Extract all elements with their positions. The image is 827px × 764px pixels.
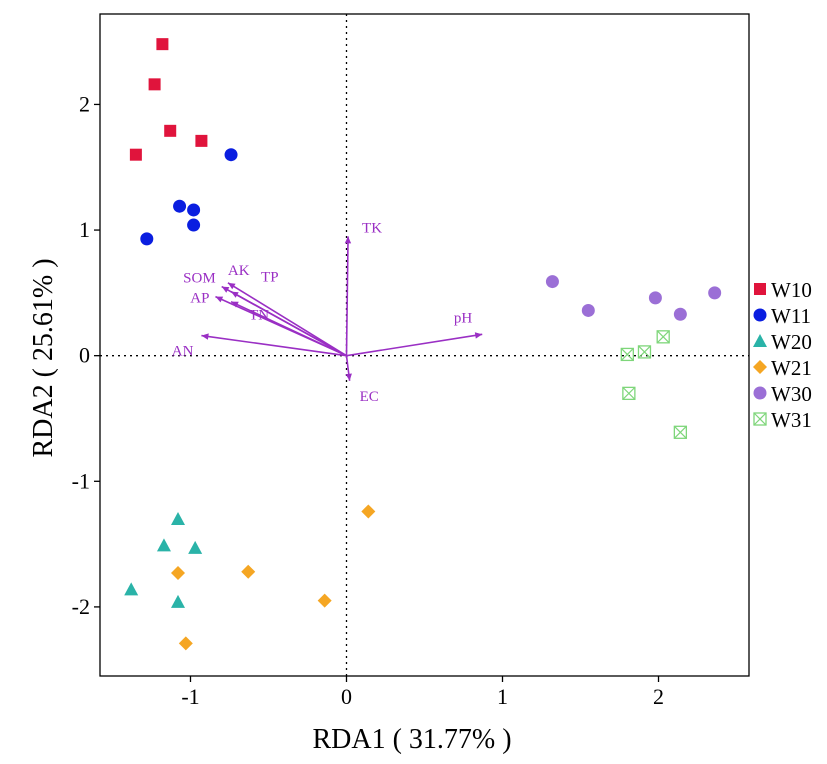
data-point-w20: [171, 511, 186, 525]
arrow-label-ap: AP: [190, 291, 209, 307]
legend-label-w11: W11: [771, 304, 811, 328]
legend-marker-w31: [753, 412, 767, 426]
arrow-label-tp: TP: [261, 270, 279, 286]
data-point-w10: [156, 38, 169, 51]
arrowhead-ap: [215, 296, 224, 303]
arrowhead-ak: [227, 282, 236, 290]
legend-marker-w21: [753, 360, 767, 374]
legend-label-w30: W30: [771, 382, 812, 406]
y-tick-label: 2: [79, 91, 90, 116]
data-point-w31: [656, 330, 670, 344]
data-point-w30: [708, 286, 722, 300]
data-point-w11: [140, 232, 154, 246]
data-point-w31: [622, 386, 636, 401]
data-point-w11: [173, 199, 187, 213]
arrowhead-ph: [474, 332, 483, 339]
data-point-w20: [171, 594, 186, 608]
data-point-w10: [164, 124, 177, 137]
y-axis-title: RDA2 ( 25.61% ): [28, 258, 59, 457]
legend-marker-w30: [753, 386, 767, 400]
arrow-label-tn: TN: [249, 308, 269, 324]
data-point-w10: [129, 148, 142, 161]
data-point-w30: [648, 291, 662, 305]
arrow-label-som: SOM: [183, 271, 216, 287]
data-point-w21: [178, 636, 193, 651]
arrow-tp: [230, 290, 347, 357]
data-point-w31: [620, 347, 634, 362]
legend-marker-w11: [753, 308, 767, 322]
data-point-w21: [317, 593, 332, 608]
data-point-w20: [156, 538, 171, 552]
data-point-w11: [224, 148, 238, 162]
data-point-w30: [545, 275, 559, 289]
x-tick-label: -1: [181, 684, 199, 709]
arrow-label-ak: AK: [228, 263, 250, 279]
x-tick-label: 1: [497, 684, 508, 709]
data-point-w21: [241, 564, 256, 579]
data-point-w31: [637, 345, 652, 359]
arrow-tn: [230, 300, 347, 357]
data-point-w30: [581, 303, 595, 317]
data-point-w11: [187, 203, 201, 217]
plot-frame: [99, 13, 750, 677]
data-point-w20: [188, 540, 203, 554]
x-tick-label: 2: [653, 684, 664, 709]
arrowhead-tn: [231, 301, 239, 308]
x-axis-title: RDA1 ( 31.77% ): [312, 724, 511, 755]
legend-marker-w20: [753, 334, 767, 347]
arrowhead-tp: [231, 291, 239, 298]
data-point-w21: [361, 504, 376, 519]
data-point-w30: [673, 307, 687, 321]
y-tick-label: -2: [72, 594, 90, 619]
arrow-label-ec: EC: [360, 389, 379, 405]
legend-label-w31: W31: [771, 408, 812, 432]
arrow-label-an: AN: [172, 344, 194, 360]
y-tick-label: -1: [72, 468, 90, 493]
arrowhead-ec: [345, 373, 352, 381]
arrow-label-tk: TK: [362, 220, 382, 236]
data-point-w31: [673, 425, 688, 439]
data-point-w11: [187, 218, 201, 232]
arrow-label-ph: pH: [454, 310, 473, 326]
legend-label-w21: W21: [771, 356, 812, 380]
arrow-ph: [346, 333, 483, 357]
y-tick-label: 0: [79, 343, 90, 368]
arrowhead-tk: [344, 236, 352, 244]
data-point-w20: [124, 582, 139, 596]
arrow-ak: [227, 282, 347, 357]
legend-label-w10: W10: [771, 278, 812, 302]
x-tick-label: 0: [341, 684, 352, 709]
data-point-w21: [171, 565, 186, 580]
arrowhead-som: [221, 286, 230, 293]
arrowhead-an: [201, 333, 209, 340]
arrow-tk: [345, 236, 349, 356]
arrow-an: [201, 334, 347, 357]
legend-marker-w10: [754, 283, 766, 295]
y-tick-label: 1: [79, 217, 90, 242]
legend-label-w20: W20: [771, 330, 812, 354]
data-point-w10: [148, 78, 161, 91]
data-point-w10: [195, 134, 208, 147]
